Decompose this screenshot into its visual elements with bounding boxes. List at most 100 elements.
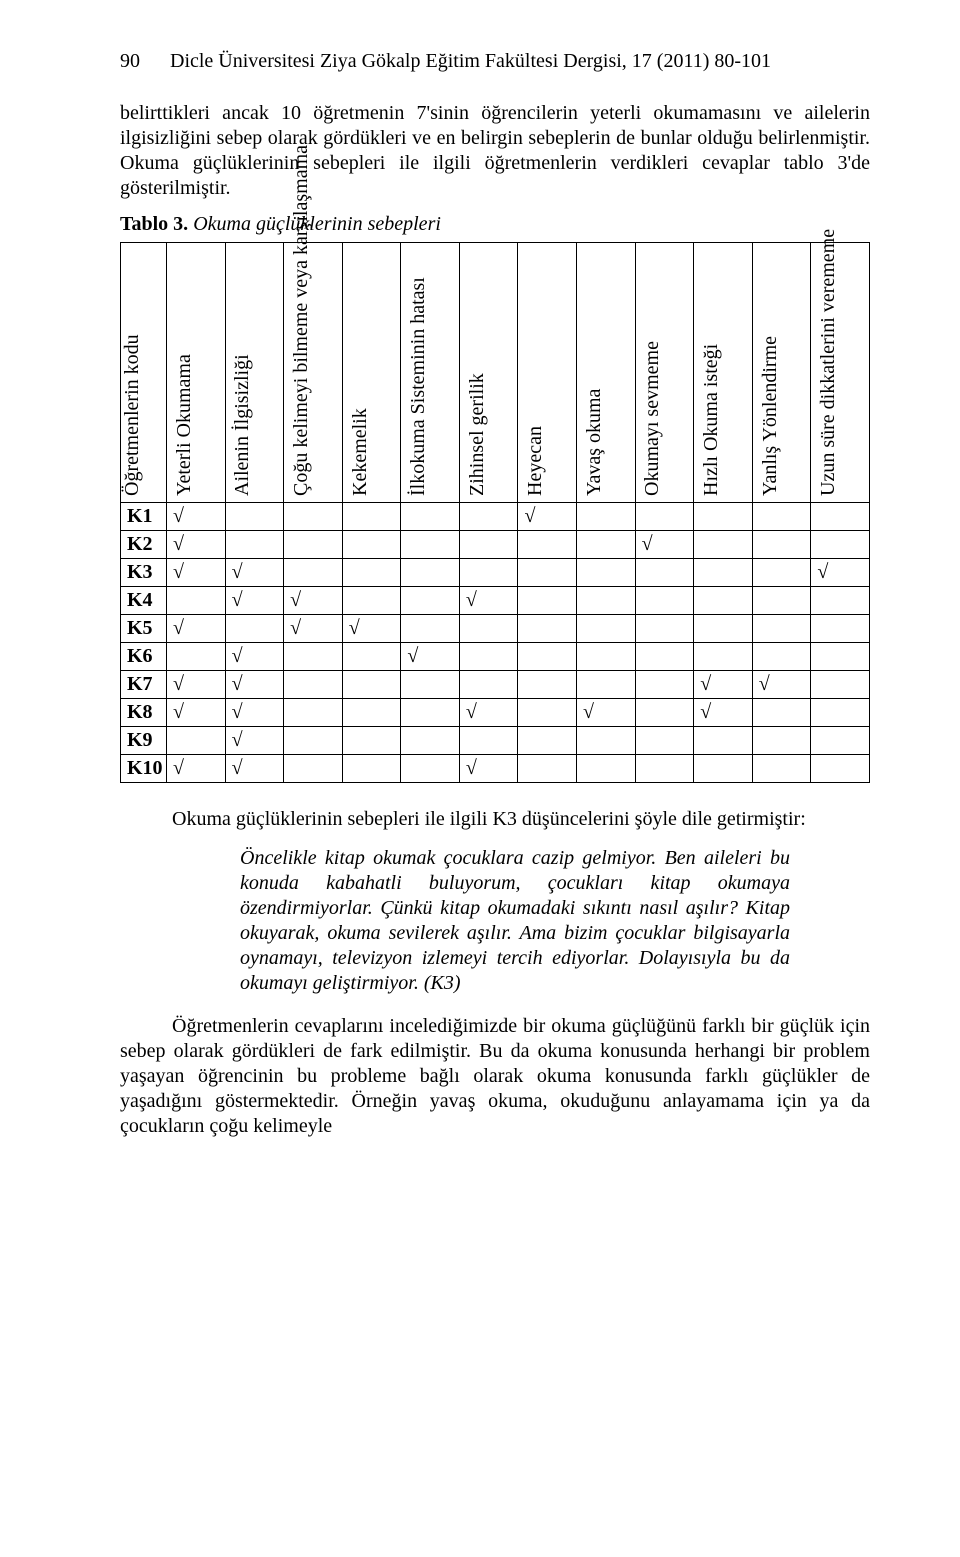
cell: √	[225, 559, 284, 587]
cell	[518, 615, 577, 643]
cell	[694, 727, 753, 755]
cell	[577, 671, 636, 699]
col-header: Hızlı Okuma isteği	[700, 236, 723, 496]
table-row: K9 √	[121, 727, 870, 755]
cell: √	[225, 755, 284, 783]
cell	[401, 699, 460, 727]
cell	[342, 755, 401, 783]
col-header: Uzun süre dikkatlerini verememe	[817, 236, 840, 496]
journal-name: Dicle Üniversitesi Ziya Gökalp Eğitim Fa…	[170, 50, 771, 72]
col-header: Ailenin İlgisizliği	[231, 236, 254, 496]
table-row: K4√√√	[121, 587, 870, 615]
cell	[811, 587, 870, 615]
cell: √	[167, 615, 226, 643]
cell	[577, 643, 636, 671]
cell: √	[167, 531, 226, 559]
cell	[577, 587, 636, 615]
cell	[752, 643, 811, 671]
cell	[635, 699, 694, 727]
table-row: K7√√√√	[121, 671, 870, 699]
after-table-paragraph: Okuma güçlüklerinin sebepleri ile ilgili…	[120, 807, 870, 832]
cell: √	[284, 615, 343, 643]
cell	[694, 531, 753, 559]
cell	[694, 559, 753, 587]
col-header: Heyecan	[524, 236, 547, 496]
cell	[752, 587, 811, 615]
cell	[401, 671, 460, 699]
cell	[518, 671, 577, 699]
row-code: K1	[121, 503, 167, 531]
row-code: K10	[121, 755, 167, 783]
cell	[811, 615, 870, 643]
table-row: K3√√√	[121, 559, 870, 587]
cell	[577, 531, 636, 559]
col-header: İlkokuma Sisteminin hatası	[407, 236, 430, 496]
cell	[752, 503, 811, 531]
cell	[811, 699, 870, 727]
row-code: K5	[121, 615, 167, 643]
cell	[577, 727, 636, 755]
cell	[577, 755, 636, 783]
cell: √	[167, 671, 226, 699]
cell	[811, 503, 870, 531]
cell	[635, 503, 694, 531]
cell	[401, 559, 460, 587]
cell	[577, 503, 636, 531]
table-row: K2√√	[121, 531, 870, 559]
cell: √	[518, 503, 577, 531]
cell	[752, 531, 811, 559]
cell	[752, 755, 811, 783]
cell	[342, 531, 401, 559]
cell	[577, 615, 636, 643]
cell	[635, 671, 694, 699]
cell: √	[577, 699, 636, 727]
cell: √	[225, 727, 284, 755]
col-header: Yeterli Okumama	[173, 236, 196, 496]
cell	[342, 727, 401, 755]
cell	[811, 755, 870, 783]
cell: √	[225, 699, 284, 727]
cell	[284, 531, 343, 559]
cell: √	[225, 587, 284, 615]
cell	[401, 531, 460, 559]
cell	[694, 615, 753, 643]
cell: √	[635, 531, 694, 559]
cell: √	[225, 643, 284, 671]
cell: √	[811, 559, 870, 587]
cell	[752, 559, 811, 587]
cell	[284, 755, 343, 783]
col-header: Okumayı sevmeme	[641, 236, 664, 496]
row-code: K4	[121, 587, 167, 615]
cell: √	[459, 587, 518, 615]
cell	[401, 615, 460, 643]
cell	[284, 503, 343, 531]
cell: √	[167, 755, 226, 783]
cell: √	[459, 755, 518, 783]
row-code: K2	[121, 531, 167, 559]
intro-paragraph: belirttikleri ancak 10 öğretmenin 7'sini…	[120, 101, 870, 201]
cell	[518, 699, 577, 727]
cell	[811, 727, 870, 755]
table-row: K5√√√	[121, 615, 870, 643]
row-code: K9	[121, 727, 167, 755]
cell	[342, 671, 401, 699]
cell	[459, 727, 518, 755]
cell: √	[342, 615, 401, 643]
cell	[694, 643, 753, 671]
cell	[694, 503, 753, 531]
cell: √	[694, 671, 753, 699]
cell	[342, 699, 401, 727]
cell	[225, 503, 284, 531]
cell	[342, 643, 401, 671]
cell	[167, 643, 226, 671]
cell: √	[459, 699, 518, 727]
cell	[459, 559, 518, 587]
table-title: Okuma güçlüklerinin sebepleri	[193, 213, 441, 235]
table-row: K8√√√√√	[121, 699, 870, 727]
page-number: 90	[120, 50, 140, 72]
cell	[635, 755, 694, 783]
closing-paragraph: Öğretmenlerin cevaplarını incelediğimizd…	[120, 1014, 870, 1139]
cell	[811, 671, 870, 699]
cell	[401, 587, 460, 615]
cell	[401, 727, 460, 755]
